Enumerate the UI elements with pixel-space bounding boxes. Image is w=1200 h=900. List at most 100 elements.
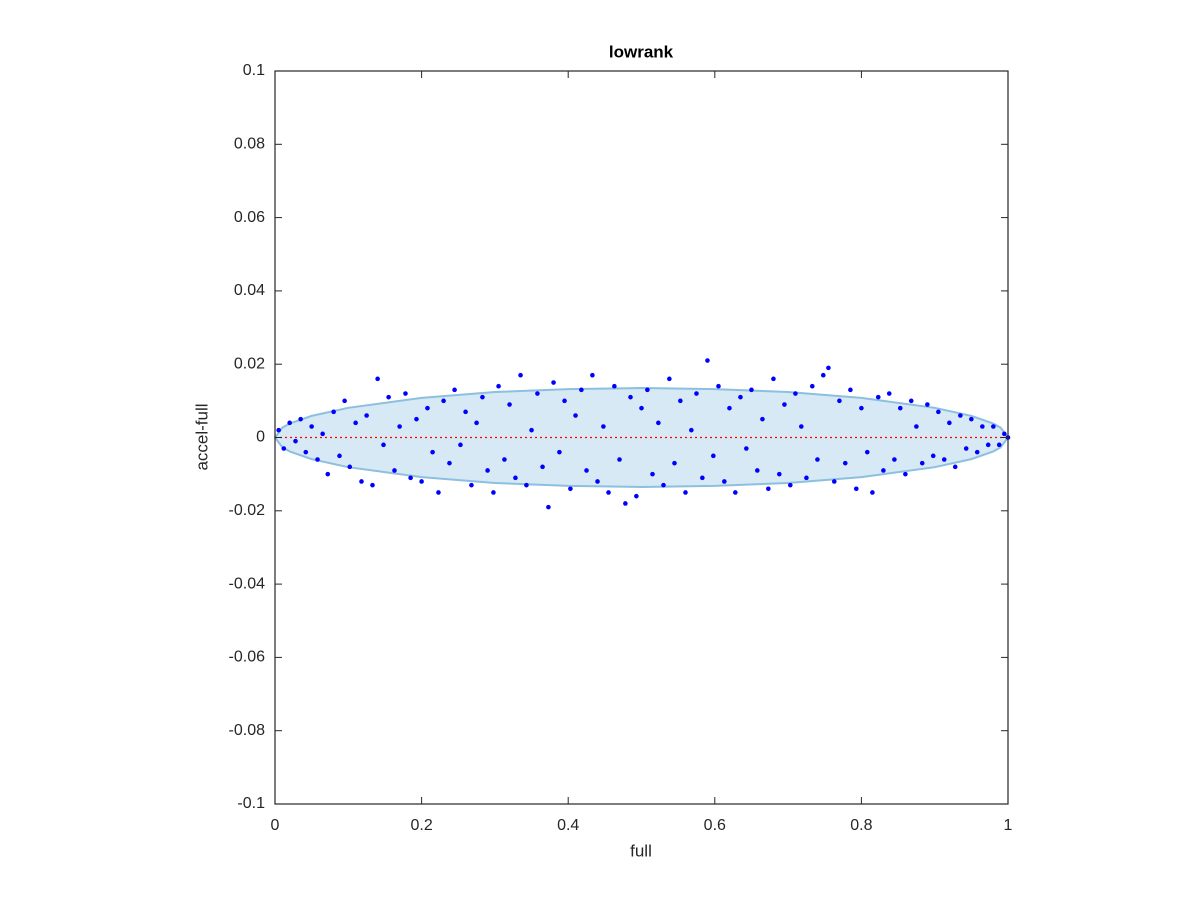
scatter-point (661, 482, 666, 488)
scatter-point (595, 479, 600, 484)
y-tick-label: 0.02 (234, 355, 265, 372)
scatter-point (524, 482, 529, 488)
scatter-point (947, 420, 952, 426)
scatter-point (678, 398, 683, 404)
scatter-point (656, 420, 661, 426)
scatter-point (452, 387, 457, 393)
scatter-point (342, 398, 347, 404)
scatter-point (551, 380, 556, 385)
chart-title: lowrank (609, 42, 674, 61)
scatter-point (347, 464, 353, 470)
y-tick-label: -0.1 (237, 795, 265, 812)
y-axis-label: accel-full (192, 403, 211, 470)
scatter-point (749, 387, 754, 393)
scatter-point (540, 464, 545, 470)
scatter-point (897, 405, 903, 411)
scatter-point (480, 394, 485, 400)
scatter-point (535, 391, 540, 396)
scatter-point (287, 420, 292, 426)
scatter-point (325, 471, 331, 477)
scatter-point (727, 405, 732, 411)
scatter-point (875, 394, 881, 400)
scatter-point (859, 405, 864, 411)
scatter-point (397, 424, 402, 429)
scatter-point (639, 405, 644, 411)
scatter-point (568, 486, 573, 492)
scatter-point (683, 490, 688, 495)
scatter-point (820, 372, 826, 378)
scatter-point (562, 398, 567, 404)
scatter-point (787, 482, 793, 488)
scatter-point (842, 460, 848, 466)
scatter-point (403, 391, 408, 396)
x-tick-label: 0 (271, 817, 280, 834)
scatter-point (485, 468, 490, 473)
scatter-point (815, 457, 820, 462)
scatter-point (623, 501, 628, 506)
scatter-point (573, 413, 578, 418)
scatter-point (408, 475, 413, 481)
scatter-point (930, 453, 936, 459)
scatter-point (700, 475, 705, 481)
scatter-point (441, 398, 446, 404)
scatter-point (375, 376, 380, 382)
x-tick-label: 0.2 (410, 817, 432, 834)
scatter-point (919, 460, 925, 466)
scatter-point (303, 449, 309, 455)
scatter-point (925, 402, 930, 407)
scatter-point (337, 453, 342, 459)
x-tick-label: 0.6 (704, 817, 726, 834)
scatter-point (496, 383, 501, 389)
scatter-point (425, 405, 430, 411)
scatter-point (760, 416, 765, 422)
scatter-point (771, 376, 776, 382)
scatter-point (359, 479, 364, 484)
scatter-point (518, 372, 523, 378)
scatter-point (936, 409, 941, 415)
y-tick-label: 0 (256, 429, 265, 446)
scatter-point (601, 424, 606, 429)
scatter-point (502, 457, 507, 462)
scatter-point (353, 420, 358, 426)
scatter-point (980, 424, 985, 429)
scatter-point (711, 453, 716, 459)
scatter-point (419, 479, 424, 484)
scatter-point (364, 413, 369, 418)
scatter-point (831, 479, 837, 484)
scatter-point (963, 446, 969, 451)
x-axis-label: full (630, 841, 652, 860)
scatter-point (469, 482, 474, 488)
scatter-point (908, 398, 914, 404)
scatter-point (617, 457, 622, 462)
scatter-point (914, 424, 919, 429)
scatter-point (650, 471, 655, 477)
scatter-point (529, 427, 534, 433)
scatter-point (958, 413, 963, 418)
scatter-point (853, 486, 859, 492)
scatter-point (463, 409, 468, 415)
y-tick-label: -0.06 (229, 649, 266, 666)
scatter-point (969, 416, 974, 422)
scatter-point (672, 460, 677, 466)
scatter-point (381, 442, 386, 448)
scatter-point (870, 490, 875, 495)
scatter-point (513, 475, 518, 481)
scatter-point (903, 471, 908, 477)
scatter-point (793, 391, 798, 396)
scatter-point (716, 383, 721, 389)
scatter-point (645, 387, 650, 393)
scatter-point (309, 424, 314, 429)
scatter-point (315, 457, 320, 462)
scatter-point (864, 449, 870, 455)
scatter-point (491, 490, 496, 495)
y-tick-label: -0.08 (229, 722, 266, 739)
scatter-point (826, 365, 831, 371)
scatter-point (447, 460, 452, 466)
scatter-point (705, 358, 710, 363)
scatter-point (436, 490, 441, 495)
scatter-point (798, 424, 804, 429)
scatter-point (766, 486, 771, 492)
scatter-point (458, 442, 463, 448)
scatter-point (952, 464, 958, 470)
